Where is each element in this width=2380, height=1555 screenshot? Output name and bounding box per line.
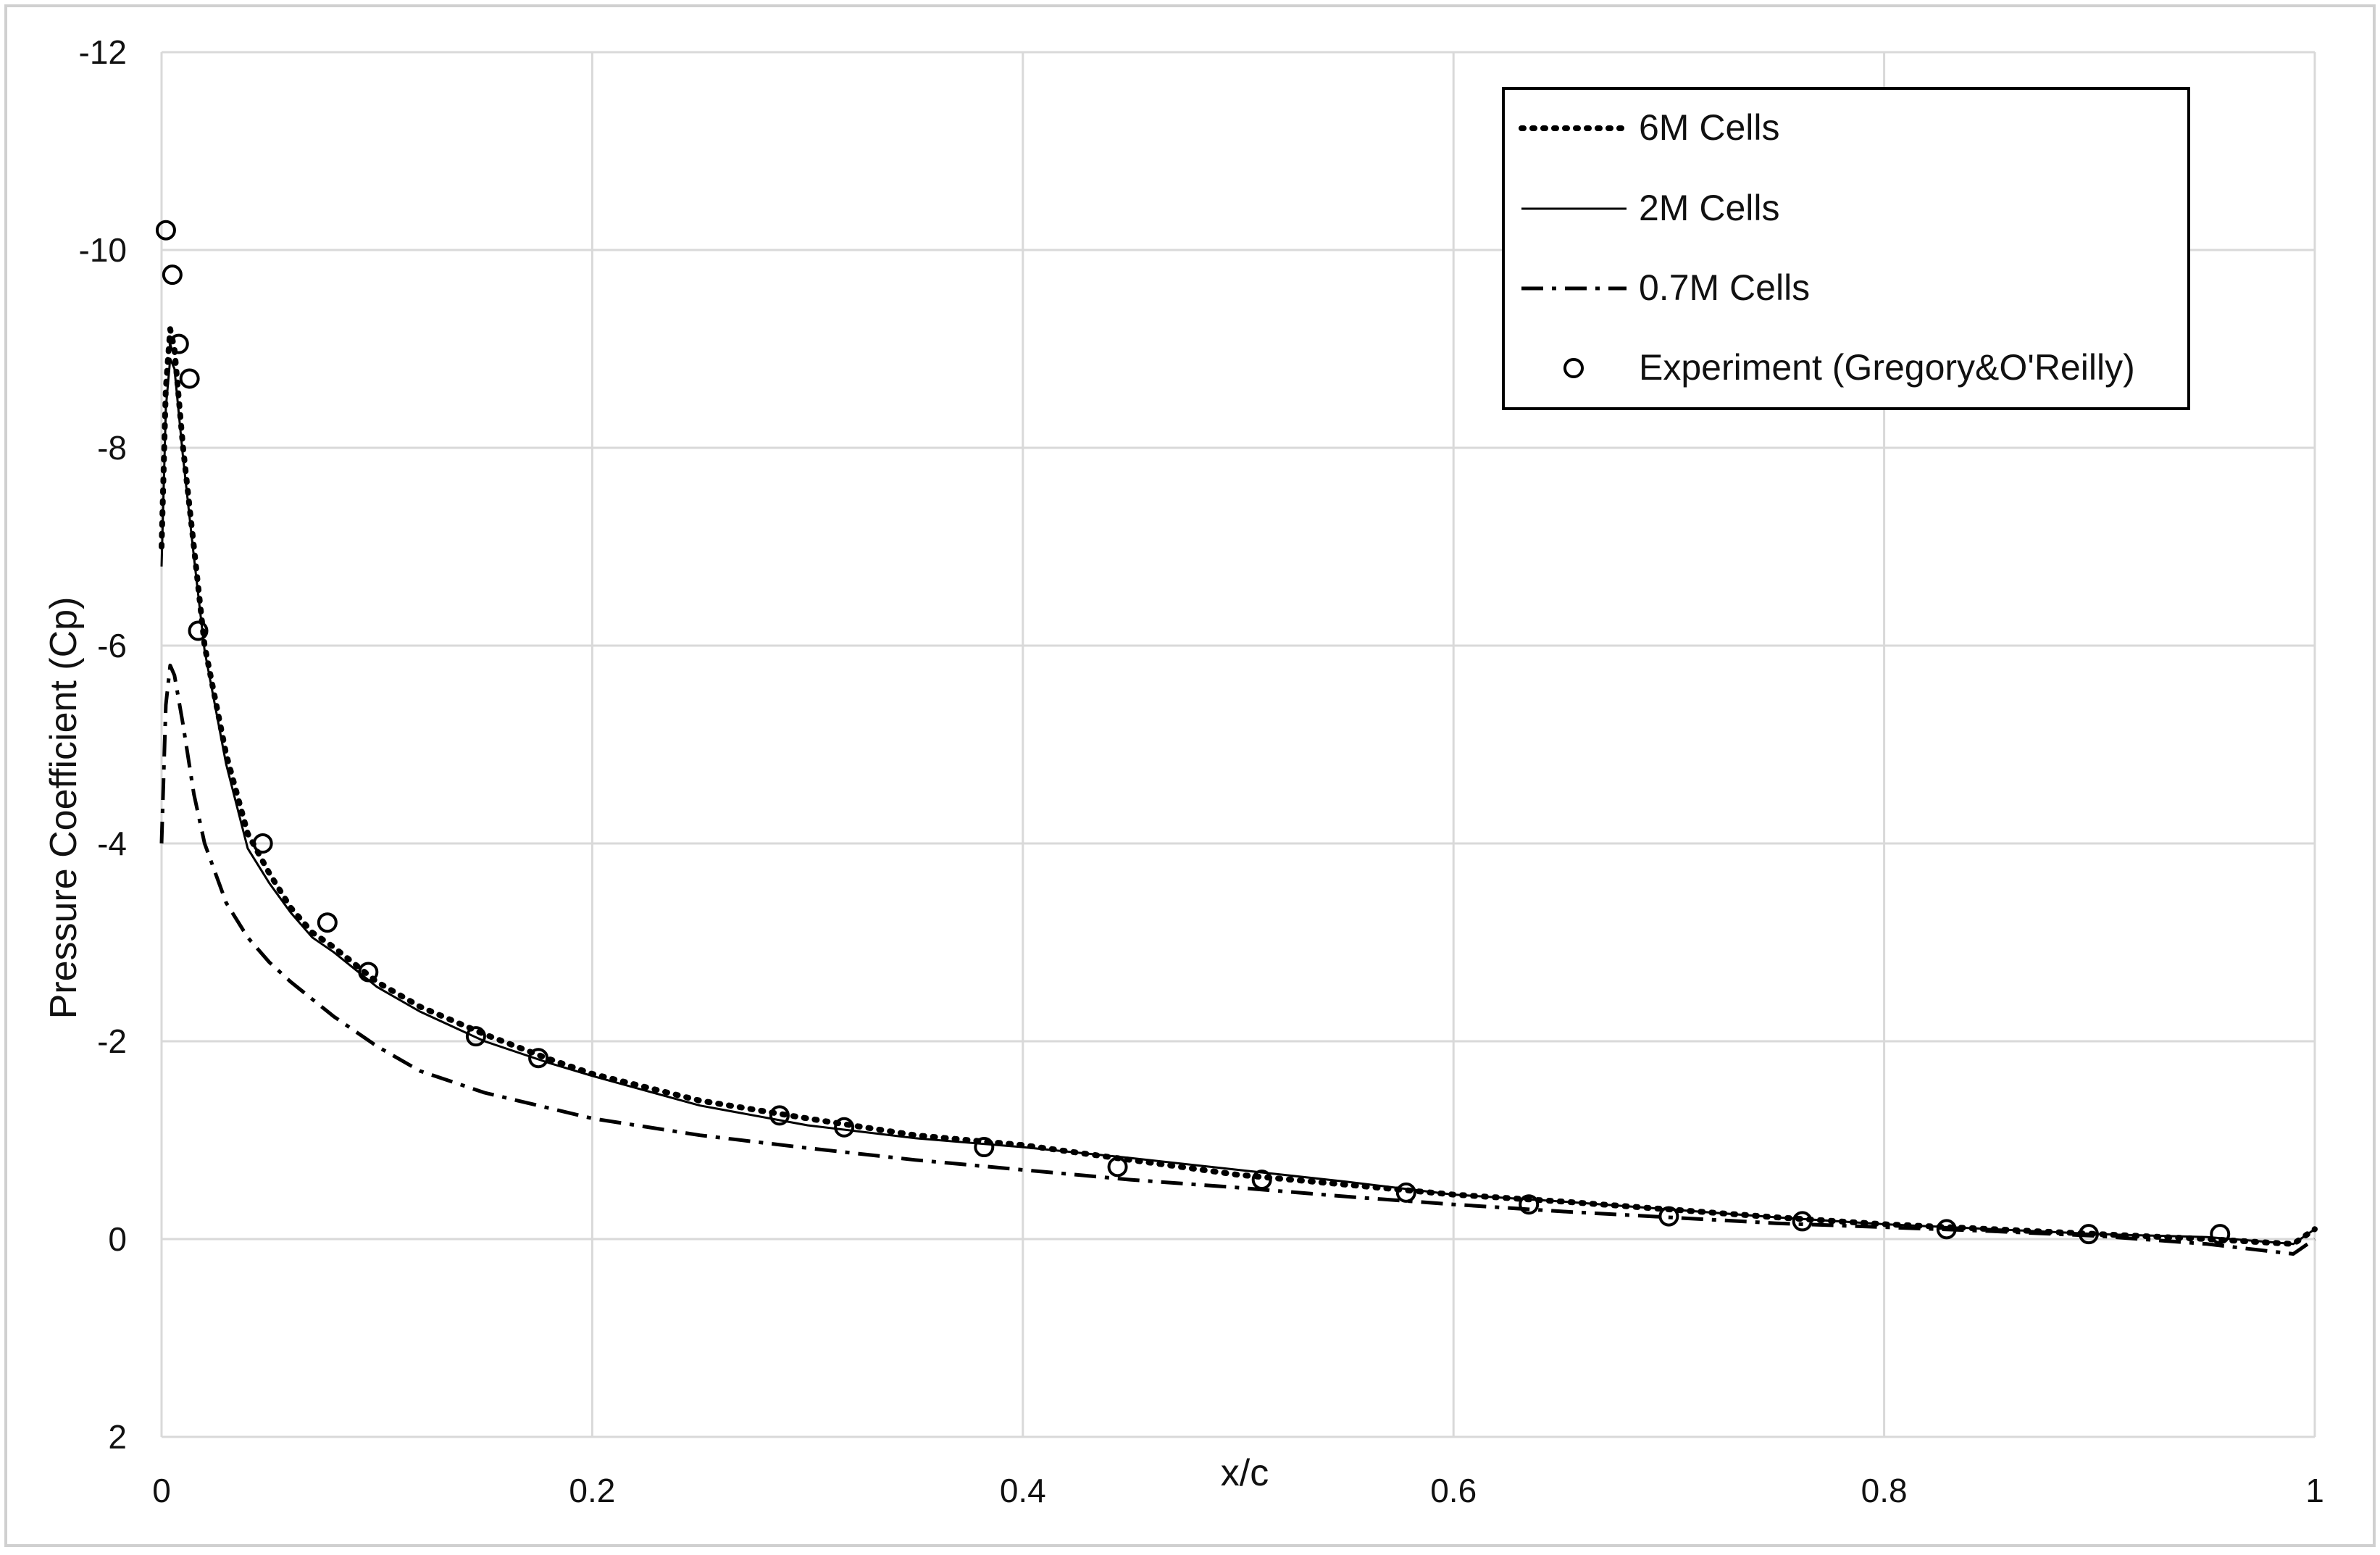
x-tick-label: 0.2 bbox=[569, 1472, 615, 1509]
experiment-point bbox=[188, 620, 209, 641]
y-tick-labels: -12 -10 -8 -6 -4 -2 0 2 bbox=[79, 33, 127, 1456]
experiment-point bbox=[155, 220, 176, 241]
series-line-2 bbox=[159, 663, 2316, 1256]
legend: 6M Cells 2M Cells 0.7M Cells Experiment … bbox=[1502, 87, 2190, 410]
y-tick-label: -12 bbox=[79, 33, 127, 71]
legend-label-2m: 2M Cells bbox=[1639, 188, 1779, 228]
y-axis-title: Pressure Coefficient (Cp) bbox=[43, 597, 85, 1020]
experiment-point bbox=[1251, 1170, 1272, 1191]
x-tick-labels: 0 0.2 0.4 0.6 0.8 1 bbox=[152, 1472, 2324, 1509]
x-tick-label: 0.8 bbox=[1861, 1472, 1908, 1509]
experiment-point bbox=[162, 264, 183, 285]
series-line-1 bbox=[160, 357, 2316, 1246]
legend-frame bbox=[1502, 87, 2190, 410]
x-tick-label: 0 bbox=[152, 1472, 171, 1509]
experiment-points bbox=[155, 220, 2231, 1245]
experiment-point bbox=[2078, 1224, 2099, 1245]
experiment-point bbox=[2210, 1224, 2231, 1245]
experiment-point bbox=[252, 833, 273, 854]
experiment-point bbox=[528, 1048, 549, 1069]
experiment-point bbox=[1658, 1206, 1679, 1227]
y-tick-label: -8 bbox=[97, 429, 127, 467]
x-axis-title: x/c bbox=[1221, 1452, 1269, 1494]
y-tick-label: 2 bbox=[108, 1418, 127, 1456]
experiment-point bbox=[179, 368, 200, 389]
experiment-point bbox=[834, 1117, 855, 1138]
y-tick-label: -4 bbox=[97, 825, 127, 862]
experiment-point bbox=[1519, 1194, 1540, 1215]
experiment-point bbox=[317, 912, 338, 933]
experiment-point bbox=[769, 1105, 790, 1126]
y-tick-label: 0 bbox=[108, 1220, 127, 1258]
legend-label-6m: 6M Cells bbox=[1639, 107, 1779, 148]
x-tick-label: 1 bbox=[2305, 1472, 2324, 1509]
legend-label-0-7m: 0.7M Cells bbox=[1639, 267, 1810, 308]
experiment-point bbox=[1395, 1182, 1416, 1203]
experiment-point bbox=[465, 1026, 486, 1047]
experiment-point bbox=[358, 962, 379, 983]
experiment-point bbox=[1936, 1219, 1957, 1240]
x-tick-label: 0.6 bbox=[1430, 1472, 1477, 1509]
legend-label-experiment: Experiment (Gregory&O'Reilly) bbox=[1639, 347, 2135, 388]
y-tick-label: -2 bbox=[97, 1022, 127, 1060]
x-tick-label: 0.4 bbox=[1000, 1472, 1046, 1509]
y-tick-label: -6 bbox=[97, 627, 127, 664]
experiment-point bbox=[1107, 1156, 1128, 1177]
y-tick-label: -10 bbox=[79, 231, 127, 269]
grid-lines bbox=[160, 51, 2316, 1438]
legend-marker-experiment bbox=[1563, 358, 1584, 378]
experiment-point bbox=[168, 333, 189, 354]
data-series bbox=[159, 326, 2318, 1256]
experiment-point bbox=[974, 1137, 995, 1158]
experiment-point bbox=[1792, 1211, 1813, 1232]
